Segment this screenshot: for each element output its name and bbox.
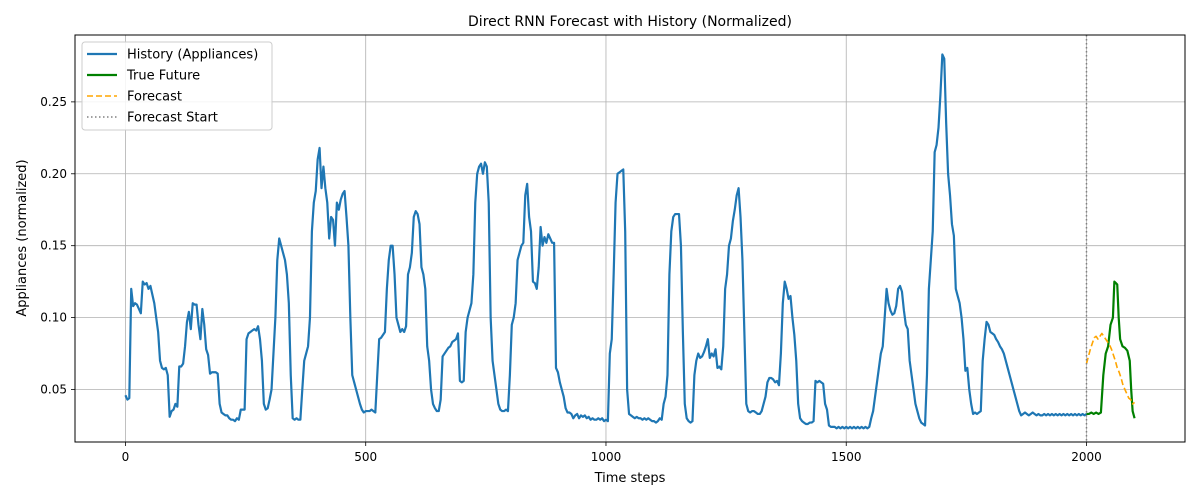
y-tick-label: 0.20: [40, 167, 67, 181]
legend-label: History (Appliances): [127, 48, 258, 63]
y-tick-label: 0.05: [40, 383, 67, 397]
series-layer: [124, 53, 1136, 430]
legend-box: [81, 41, 273, 131]
legend-label: True Future: [126, 69, 200, 84]
x-axis-ticks: 0 500 1000 1500 2000: [122, 442, 1102, 464]
series-line-forecast: [1085, 332, 1136, 405]
y-tick-label: 0.25: [40, 95, 67, 109]
x-tick-label: 2000: [1071, 450, 1102, 464]
grid: [75, 35, 1185, 442]
legend: History (Appliances) True Future Forecast F…: [81, 41, 273, 131]
x-tick-label: 1000: [591, 450, 622, 464]
y-tick-label: 0.10: [40, 311, 67, 325]
series-line-true-future: [1086, 280, 1136, 419]
x-axis-label: Time steps: [594, 471, 666, 486]
chart-title: Direct RNN Forecast with History (Normal…: [468, 14, 792, 30]
y-axis-ticks: 0.05 0.10 0.15 0.20 0.25: [40, 95, 75, 397]
legend-label: Forecast: [127, 90, 182, 105]
y-axis-label: Appliances (normalized): [15, 159, 30, 316]
plot-frame: [74, 34, 1186, 443]
x-tick-label: 0: [122, 450, 130, 464]
x-tick-label: 1500: [831, 450, 862, 464]
legend-label: Forecast Start: [127, 111, 218, 126]
series-line-history-appliances: [124, 53, 1088, 430]
y-tick-label: 0.15: [40, 239, 67, 253]
x-tick-label: 500: [354, 450, 377, 464]
